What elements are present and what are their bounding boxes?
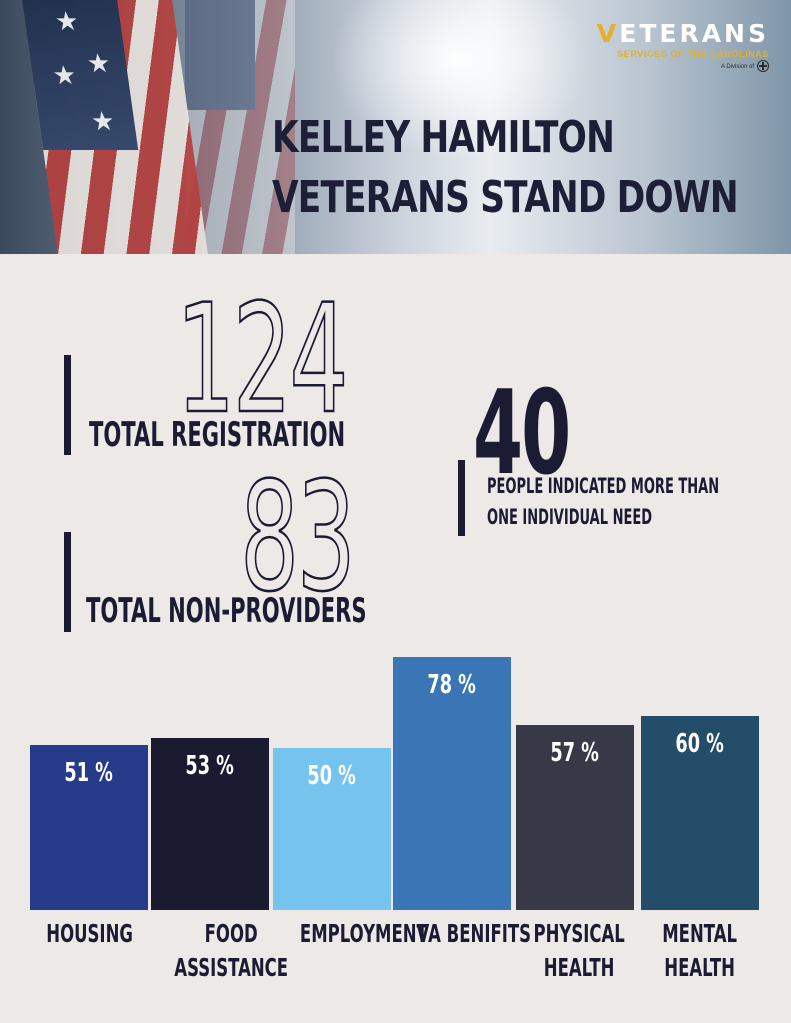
bar-va-benifits: 78 %	[393, 657, 511, 910]
category-label: PHYSICAL HEALTH	[533, 919, 625, 982]
bar-value-label: 50 %	[307, 761, 357, 791]
multi-need-number: 40	[473, 366, 571, 501]
logo-division: A Division of	[569, 60, 769, 74]
non-providers-number: 83	[239, 451, 356, 625]
bar-employment: 50 %	[273, 748, 391, 910]
star-icon: ★	[50, 60, 79, 90]
multi-need-label: PEOPLE INDICATED MORE THAN ONE INDIVIDUA…	[487, 474, 720, 529]
bar-value-label: 60 %	[675, 729, 725, 759]
category-label: FOOD ASSISTANCE	[174, 919, 289, 982]
sun-glow	[330, 0, 590, 160]
needs-bar-chart: 51 % HOUSING 53 % FOOD ASSISTANCE 50 % EMPLOY…	[0, 640, 791, 1023]
bar-food-assistance: 53 %	[151, 738, 269, 910]
stat-accent-bar	[458, 460, 465, 536]
category-label: MENTAL HEALTH	[662, 919, 738, 982]
bar-mental-health: 60 %	[641, 716, 759, 910]
bar-value-label: 51 %	[64, 758, 114, 788]
star-icon: ★	[52, 6, 81, 36]
bar-value-label: 57 %	[550, 738, 600, 768]
flag-image: ★ ★ ★ ★	[22, 0, 208, 254]
bar-value-label: 78 %	[427, 670, 477, 700]
bar-physical-health: 57 %	[516, 725, 634, 910]
page-title: KELLEY HAMILTON VETERANS STAND DOWN	[272, 112, 739, 223]
cross-emblem-icon	[757, 60, 769, 73]
non-providers-label: TOTAL NON-PROVIDERS	[86, 591, 367, 631]
star-icon: ★	[89, 106, 117, 136]
organization-logo: VETERANS SERVICES OF THE CAROLINAS A Div…	[569, 20, 769, 74]
bar-value-label: 53 %	[185, 751, 235, 781]
stat-accent-bar	[64, 532, 71, 632]
star-icon: ★	[84, 48, 113, 78]
stat-accent-bar	[64, 355, 71, 455]
logo-wordmark: VETERANS	[596, 19, 769, 48]
category-label: EMPLOYMENT	[299, 919, 428, 948]
flag-image-back	[185, 0, 295, 254]
registration-number: 124	[175, 273, 349, 447]
bar-housing: 51 %	[30, 745, 148, 910]
logo-subtitle: SERVICES OF THE CAROLINAS	[617, 49, 769, 59]
category-label: HOUSING	[46, 919, 133, 948]
registration-label: TOTAL REGISTRATION	[89, 415, 346, 455]
category-label: VA BENIFITS	[416, 919, 532, 948]
header-banner: ★ ★ ★ ★ VETERANS SERVICES OF THE CAROLIN…	[0, 0, 791, 254]
